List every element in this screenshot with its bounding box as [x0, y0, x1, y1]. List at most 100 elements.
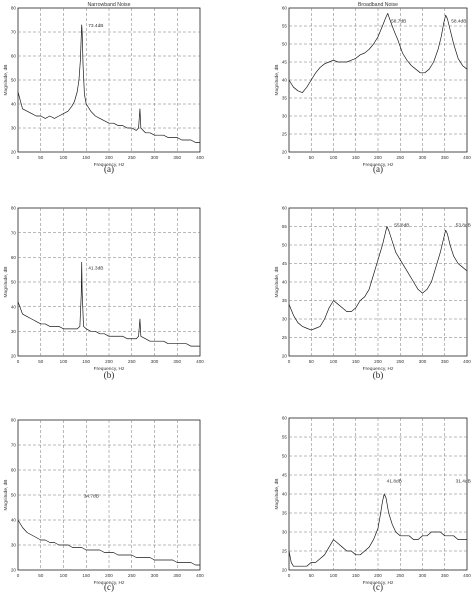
x-tick-label: 50 — [38, 359, 44, 364]
x-tick-label: 250 — [396, 359, 404, 364]
x-tick-label: 250 — [396, 155, 404, 160]
x-tick-label: 200 — [374, 155, 382, 160]
x-tick-label: 300 — [151, 573, 159, 578]
x-tick-label: 200 — [374, 359, 382, 364]
chart-panel-4: 0 50 100 150 200 250 300 350 400 20 25 30 35 40 45 50 55… — [274, 206, 471, 380]
x-tick-label: 250 — [128, 155, 136, 160]
y-tick-label: 20 — [282, 354, 288, 359]
series-line-1 — [17, 519, 200, 566]
x-tick-label: 50 — [38, 573, 44, 578]
y-tick-label: 55 — [282, 224, 288, 229]
x-tick-label: 400 — [196, 359, 204, 364]
x-tick-label: 300 — [151, 359, 159, 364]
y-tick-label: 30 — [11, 126, 17, 131]
y-tick-label: 50 — [11, 78, 17, 83]
x-tick-label: 350 — [441, 359, 449, 364]
x-tick-label: 350 — [441, 573, 449, 578]
x-axis-label: Frequency, Hz — [94, 366, 125, 372]
series-line-1 — [17, 24, 200, 143]
panel-caption: (a) — [104, 164, 114, 174]
x-tick-label: 150 — [82, 359, 90, 364]
chart-panel-2: 0 50 100 150 200 250 300 350 400 20 25 30 35 40 45 50 55… — [274, 2, 471, 174]
y-tick-label: 50 — [282, 454, 288, 459]
y-tick-label: 25 — [282, 549, 288, 554]
y-axis-label: Magnitude, dB — [274, 479, 280, 510]
peak-annotation: 55.8dB — [394, 223, 409, 229]
chart-title: Broadband Noise — [358, 2, 398, 8]
peak-annotation: 34.7dB — [84, 494, 99, 500]
y-tick-label: 60 — [11, 468, 17, 473]
x-tick-label: 200 — [374, 573, 382, 578]
x-tick-label: 0 — [288, 359, 291, 364]
x-tick-label: 250 — [128, 359, 136, 364]
series-line-1 — [17, 261, 200, 347]
chart-panel-3: 0 50 100 150 200 250 300 350 400 20 30 40 50 60 70 80 41… — [3, 206, 204, 380]
x-tick-label: 150 — [352, 155, 360, 160]
plot-area — [288, 207, 468, 357]
y-tick-label: 50 — [11, 493, 17, 498]
x-tick-label: 150 — [82, 573, 90, 578]
x-tick-label: 200 — [105, 359, 113, 364]
y-tick-label: 20 — [11, 568, 17, 573]
y-tick-label: 35 — [282, 298, 288, 303]
y-tick-label: 60 — [11, 255, 17, 260]
x-tick-label: 400 — [196, 573, 204, 578]
x-tick-label: 0 — [288, 155, 291, 160]
x-tick-label: 300 — [151, 155, 159, 160]
y-tick-label: 30 — [282, 530, 288, 535]
y-tick-label: 25 — [282, 335, 288, 340]
y-tick-label: 35 — [282, 96, 288, 101]
x-tick-label: 350 — [173, 573, 181, 578]
x-tick-label: 400 — [463, 359, 471, 364]
y-tick-label: 40 — [11, 304, 17, 309]
y-tick-label: 30 — [11, 543, 17, 548]
panel-caption: (b) — [373, 370, 384, 380]
y-tick-label: 50 — [282, 243, 288, 248]
y-tick-label: 20 — [11, 354, 17, 359]
series-line-1 — [288, 226, 468, 331]
x-tick-label: 100 — [60, 573, 68, 578]
y-tick-label: 30 — [11, 329, 17, 334]
chart-title: Narrowband Noise — [88, 2, 131, 8]
series-line-1 — [288, 13, 468, 93]
x-axis-label: Frequency, Hz — [94, 580, 125, 586]
y-tick-label: 40 — [11, 518, 17, 523]
y-tick-label: 60 — [282, 206, 288, 211]
y-axis-label: Magnitude, dB — [274, 267, 280, 298]
chart-panel-5: 0 50 100 150 200 250 300 350 400 20 30 40 50 60 70 80 34… — [3, 418, 204, 592]
y-tick-label: 60 — [282, 416, 288, 421]
x-axis-label: Frequency, Hz — [363, 162, 394, 168]
y-axis-label: Magnitude, dB — [3, 65, 9, 96]
peak-annotation: 53.8dB — [456, 223, 471, 229]
x-tick-label: 50 — [38, 155, 44, 160]
panel-caption: (c) — [104, 582, 114, 592]
x-tick-label: 50 — [309, 359, 315, 364]
x-tick-label: 100 — [330, 573, 338, 578]
y-tick-label: 70 — [11, 30, 17, 35]
y-tick-label: 70 — [11, 443, 17, 448]
x-tick-label: 150 — [352, 359, 360, 364]
y-tick-label: 55 — [282, 24, 288, 29]
x-axis-label: Frequency, Hz — [363, 366, 394, 372]
y-tick-label: 30 — [282, 317, 288, 322]
y-axis-label: Magnitude, dB — [3, 480, 9, 511]
x-tick-label: 400 — [196, 155, 204, 160]
x-axis-label: Frequency, Hz — [363, 580, 394, 586]
x-tick-label: 200 — [105, 155, 113, 160]
y-tick-label: 40 — [282, 280, 288, 285]
x-tick-label: 100 — [330, 155, 338, 160]
x-tick-label: 50 — [309, 573, 315, 578]
y-tick-label: 50 — [11, 280, 17, 285]
y-tick-label: 55 — [282, 435, 288, 440]
x-axis-label: Frequency, Hz — [94, 162, 125, 168]
y-tick-label: 80 — [11, 6, 17, 11]
x-tick-label: 100 — [60, 155, 68, 160]
chart-panel-1: 0 50 100 150 200 250 300 350 400 20 30 40 50 60 70 80 73… — [3, 2, 204, 174]
x-tick-label: 400 — [463, 573, 471, 578]
y-tick-label: 20 — [282, 150, 288, 155]
x-tick-label: 400 — [463, 155, 471, 160]
y-tick-label: 40 — [282, 492, 288, 497]
panel-caption: (b) — [104, 370, 115, 380]
peak-annotation: 73.4dB — [88, 23, 103, 29]
x-tick-label: 100 — [330, 359, 338, 364]
